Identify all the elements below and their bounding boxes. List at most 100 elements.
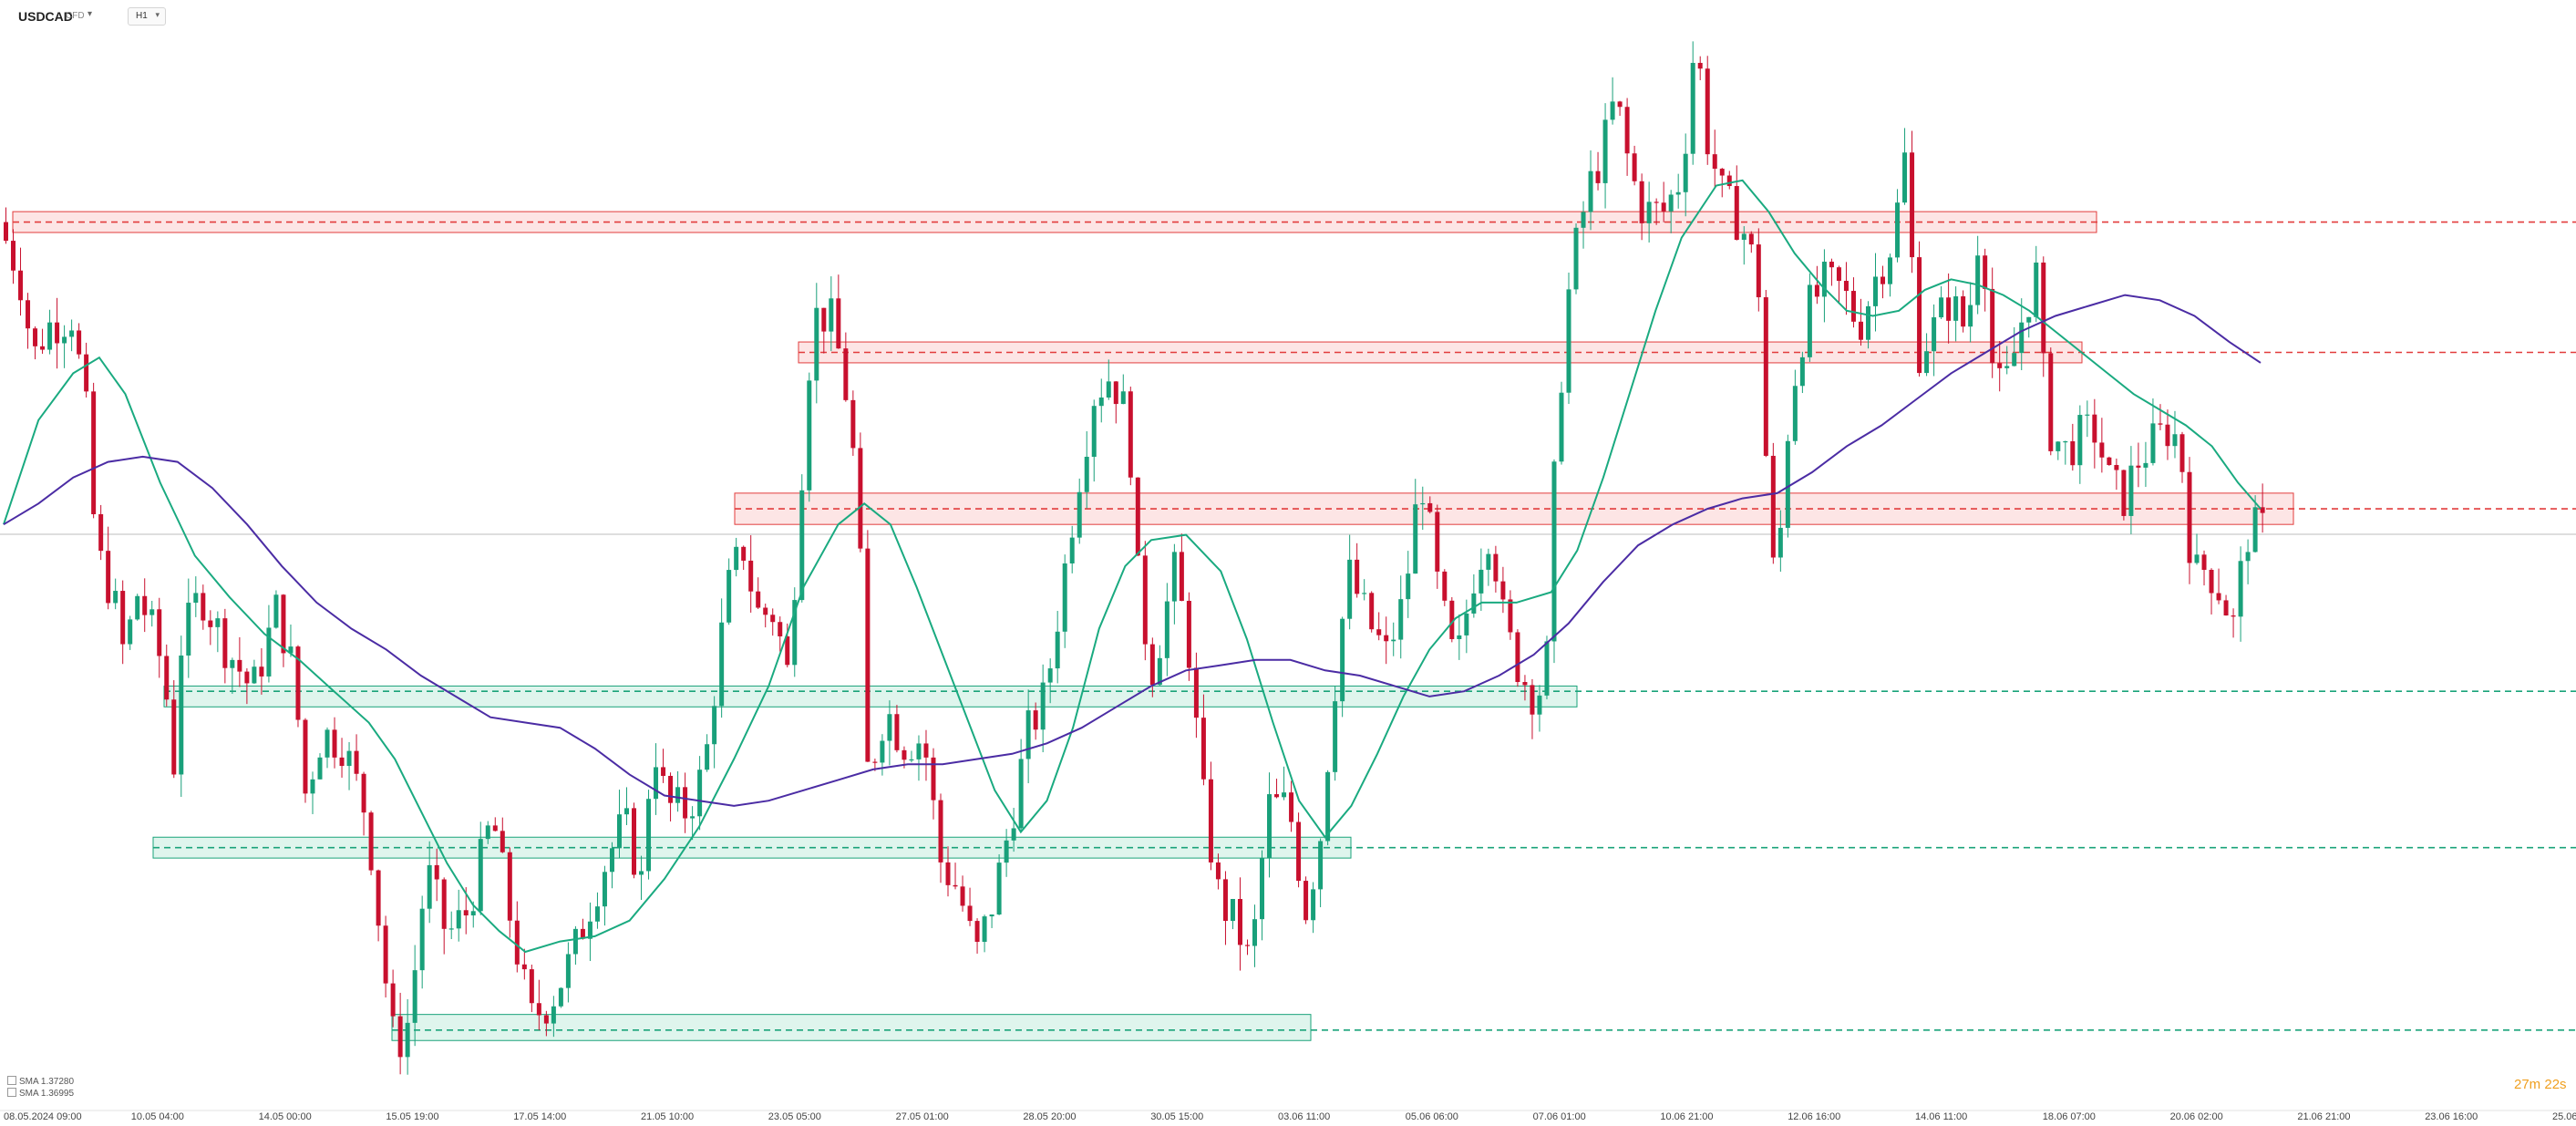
- candle-body: [902, 749, 907, 760]
- candle-body: [580, 928, 585, 939]
- candle-body: [974, 921, 980, 942]
- candle-body: [872, 761, 878, 763]
- candle-body: [558, 987, 563, 1007]
- candle-body: [1639, 181, 1644, 223]
- candle-body: [741, 546, 747, 561]
- legend-sma-fast[interactable]: SMA 1.37280: [7, 1076, 74, 1088]
- candle-body: [40, 346, 46, 350]
- candle-body: [157, 609, 162, 656]
- candle-body: [1333, 701, 1338, 772]
- candle-body: [1602, 119, 1608, 183]
- candle-body: [222, 618, 228, 668]
- candle-body: [1413, 504, 1418, 574]
- candle-body: [1222, 879, 1228, 922]
- chevron-down-icon[interactable]: ▾: [88, 9, 93, 19]
- candle-body: [1120, 391, 1126, 405]
- candle-body: [1186, 600, 1191, 668]
- candle-body: [521, 964, 527, 970]
- candle-body: [1369, 593, 1375, 630]
- indicator-icon: [7, 1088, 16, 1097]
- candle-body: [807, 380, 812, 491]
- sma-slow-line[interactable]: [3, 294, 2262, 807]
- candle-body: [529, 969, 534, 1004]
- candle-body: [215, 618, 221, 627]
- candle-body: [1799, 356, 1805, 387]
- candle-body: [18, 270, 24, 301]
- instrument-type-label: CFD: [66, 11, 85, 21]
- candle-body: [1040, 682, 1046, 730]
- symbol-label[interactable]: USDCAD: [18, 9, 73, 24]
- legend-sma-slow[interactable]: SMA 1.36995: [7, 1088, 74, 1100]
- candle-body: [1668, 194, 1674, 212]
- candle-body: [536, 1003, 541, 1016]
- candle-body: [2245, 552, 2251, 562]
- candle-body: [1654, 201, 1659, 203]
- price-zone[interactable]: [163, 685, 1578, 708]
- candle-body: [273, 594, 279, 628]
- candle-body: [1829, 262, 1834, 268]
- candle-body: [1069, 537, 1075, 563]
- candle-body: [763, 607, 768, 615]
- candle-body: [594, 906, 600, 922]
- candle-body: [2143, 462, 2148, 468]
- candle-body: [1581, 212, 1586, 228]
- candle-body: [1917, 257, 1922, 374]
- candle-body: [1025, 710, 1031, 759]
- sma-fast-line[interactable]: [3, 179, 2262, 954]
- candle-body: [179, 655, 184, 775]
- candle-body: [368, 812, 374, 871]
- candle-body: [91, 391, 97, 514]
- timeframe-selector[interactable]: H1 ▾: [128, 7, 166, 26]
- candle-body: [1880, 276, 1886, 284]
- candle-body: [1260, 858, 1265, 920]
- x-tick-label: 05.06 06:00: [1406, 1111, 1458, 1122]
- candle-body: [1777, 527, 1783, 558]
- candles: [4, 41, 2265, 1075]
- candle-body: [1726, 175, 1732, 187]
- candle-body: [405, 1022, 410, 1058]
- price-zone[interactable]: [798, 341, 2083, 364]
- candle-body: [186, 603, 191, 656]
- candle-body: [463, 910, 469, 916]
- candle-body: [339, 757, 345, 767]
- candle-body: [690, 816, 696, 819]
- candle-body: [303, 719, 308, 794]
- candle-body: [565, 954, 571, 988]
- price-zone[interactable]: [391, 1014, 1312, 1041]
- candle-body: [543, 1015, 549, 1024]
- candle-body: [397, 1016, 403, 1058]
- candle-body: [661, 767, 666, 776]
- candle-body: [1932, 317, 1937, 352]
- candle-body: [887, 714, 892, 741]
- candle-body: [2092, 414, 2097, 443]
- candle-body: [1646, 201, 1652, 223]
- chart-toolbar: USDCAD CFD ▾ H1 ▾: [0, 0, 2576, 33]
- candle-body: [602, 872, 607, 907]
- candle-body: [1011, 828, 1016, 841]
- candle-body: [317, 757, 323, 780]
- candle-body: [2114, 465, 2119, 470]
- candle-body: [836, 298, 841, 349]
- candle-body: [26, 300, 31, 329]
- candle-body: [1712, 154, 1717, 170]
- candle-body: [894, 714, 900, 750]
- candle-body: [1296, 821, 1302, 882]
- candle-body: [829, 298, 834, 332]
- x-tick-label: 17.05 14:00: [513, 1111, 566, 1122]
- candle-body: [2187, 471, 2192, 563]
- candle-body: [1734, 186, 1739, 241]
- candle-body: [106, 551, 111, 604]
- candle-body: [960, 886, 965, 906]
- candle-body: [1946, 297, 1952, 321]
- candle-body: [1318, 841, 1324, 890]
- candle-body: [2121, 470, 2127, 516]
- indicator-legend: SMA 1.37280 SMA 1.36995: [7, 1076, 74, 1100]
- x-tick-label: 27.05 01:00: [896, 1111, 949, 1122]
- candle-body: [128, 619, 133, 645]
- candle-body: [1398, 599, 1404, 640]
- candle-body: [1843, 281, 1849, 292]
- candle-body: [587, 921, 592, 939]
- candle-body: [2179, 434, 2185, 472]
- candle-body: [1997, 363, 2003, 368]
